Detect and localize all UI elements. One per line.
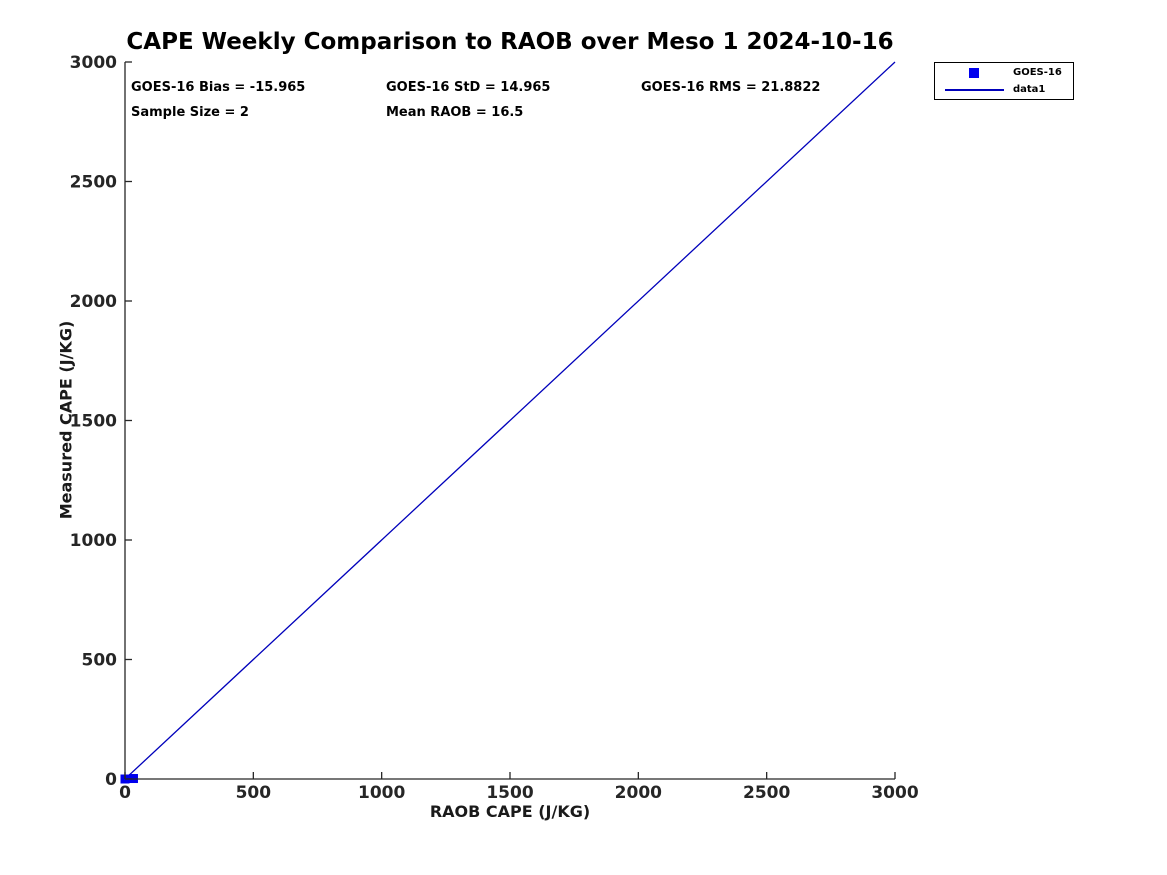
stat-mean-raob: Mean RAOB = 16.5	[386, 105, 524, 120]
x-tick-label: 0	[119, 783, 131, 803]
x-tick-label: 500	[236, 783, 272, 803]
legend-label-goes16: GOES-16	[1013, 67, 1062, 78]
x-tick-label: 2000	[615, 783, 662, 803]
chart-title: CAPE Weekly Comparison to RAOB over Meso…	[126, 29, 894, 55]
x-tick-label: 3000	[871, 783, 918, 803]
stat-std: GOES-16 StD = 14.965	[386, 80, 551, 95]
y-tick-label: 500	[82, 651, 118, 671]
x-tick-label: 1000	[358, 783, 405, 803]
y-axis-label: Measured CAPE (J/KG)	[56, 320, 76, 520]
legend-marker-cell	[935, 67, 1013, 78]
y-tick-label: 1000	[70, 531, 117, 551]
legend-entry-goes16: GOES-16	[935, 64, 1073, 81]
y-tick-label: 2500	[70, 173, 117, 193]
stat-rms: GOES-16 RMS = 21.8822	[641, 80, 821, 95]
y-tick-label: 0	[105, 770, 117, 790]
stat-bias: GOES-16 Bias = -15.965	[131, 80, 306, 95]
x-tick-label: 1500	[486, 783, 533, 803]
legend-marker-cell	[935, 88, 1013, 91]
legend-label-data1: data1	[1013, 84, 1046, 95]
stat-sample-size: Sample Size = 2	[131, 105, 249, 120]
legend: GOES-16 data1	[934, 62, 1074, 100]
y-tick-label: 3000	[70, 53, 117, 73]
line-marker-icon	[944, 88, 1004, 91]
x-axis-label: RAOB CAPE (J/KG)	[429, 802, 591, 821]
series-line-data1	[124, 61, 896, 780]
y-tick-label: 1500	[70, 412, 117, 432]
legend-entry-data1: data1	[935, 81, 1073, 98]
square-marker-icon	[969, 67, 979, 78]
y-tick-label: 2000	[70, 292, 117, 312]
x-tick-label: 2500	[743, 783, 790, 803]
